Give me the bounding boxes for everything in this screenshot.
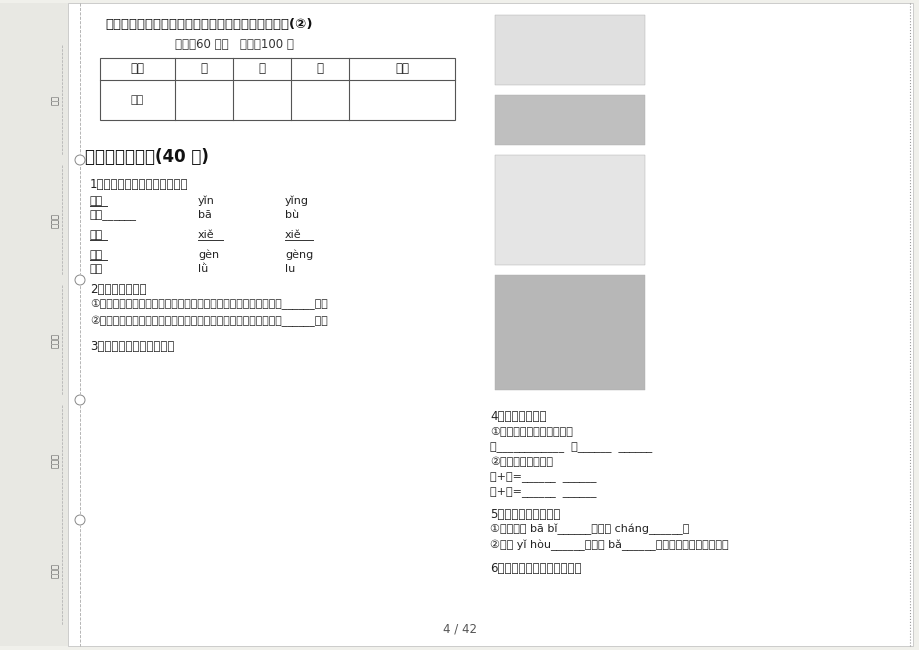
Text: 号：: 号： xyxy=(51,95,60,105)
Text: xiě: xiě xyxy=(285,230,301,240)
Text: yǐn: yǐn xyxy=(198,196,215,207)
Bar xyxy=(0,3,68,646)
Text: 一、积累与运用(40 分): 一、积累与运用(40 分) xyxy=(85,148,209,166)
Text: 考场：: 考场： xyxy=(51,213,60,228)
Text: 2．按要求写字。: 2．按要求写字。 xyxy=(90,283,146,296)
Text: 6．看图，把句子补充完整。: 6．看图，把句子补充完整。 xyxy=(490,562,581,575)
Circle shape xyxy=(75,395,85,405)
Bar xyxy=(494,15,644,85)
Text: 一: 一 xyxy=(200,62,208,75)
Text: 门+口=______  ______: 门+口=______ ______ xyxy=(490,472,596,483)
Text: bù: bù xyxy=(285,210,299,220)
Bar xyxy=(494,155,644,265)
Text: ②在部编版一年级上册第六单元中，按从上到下规划书写的汉字有______等。: ②在部编版一年级上册第六单元中，按从上到下规划书写的汉字有______等。 xyxy=(90,316,327,327)
Text: 学校：: 学校： xyxy=(51,562,60,577)
Text: gèng: gèng xyxy=(285,250,312,261)
Text: xiě: xiě xyxy=(198,230,214,240)
Text: 4．汉字加减法。: 4．汉字加减法。 xyxy=(490,410,546,423)
Text: 才+巴=______  ______: 才+巴=______ ______ xyxy=(490,487,596,498)
Text: ②部件相加再组词。: ②部件相加再组词。 xyxy=(490,457,552,467)
Text: ①猴子的尾 bā bǐ______兔子的 cháng______！: ①猴子的尾 bā bǐ______兔子的 cháng______！ xyxy=(490,524,688,536)
Text: 时间：60 分钟   满分：100 分: 时间：60 分钟 满分：100 分 xyxy=(175,38,293,51)
Text: 姓名：: 姓名： xyxy=(51,333,60,348)
Text: 绿叶: 绿叶 xyxy=(90,264,103,274)
Text: bā: bā xyxy=(198,210,211,220)
Text: 二: 二 xyxy=(258,62,266,75)
Text: 班级：: 班级： xyxy=(51,452,60,467)
Bar xyxy=(494,275,644,390)
Circle shape xyxy=(75,515,85,525)
Text: lu: lu xyxy=(285,264,295,274)
Text: 更红: 更红 xyxy=(90,250,103,260)
Text: 3．看图，选择正确的读音: 3．看图，选择正确的读音 xyxy=(90,340,175,353)
Text: 总分: 总分 xyxy=(394,62,409,75)
Circle shape xyxy=(75,275,85,285)
Text: ①在部编版一年级上册第六单元中，按从左到右规划书写的汉字有______等。: ①在部编版一年级上册第六单元中，按从左到右规划书写的汉字有______等。 xyxy=(90,298,327,309)
Text: 得分: 得分 xyxy=(130,95,144,105)
Text: gèn: gèn xyxy=(198,250,219,261)
Bar xyxy=(100,58,455,120)
Text: lǜ: lǜ xyxy=(198,264,208,274)
Text: 三: 三 xyxy=(316,62,323,75)
Text: 1．给划线的字选择正确的读音: 1．给划线的字选择正确的读音 xyxy=(90,178,188,191)
Text: ①加一笔成新字，再组词。: ①加一笔成新字，再组词。 xyxy=(490,426,573,436)
Text: 一年级精选同步上学期小学语文六单元真题模拟试卷(②): 一年级精选同步上学期小学语文六单元真题模拟试卷(②) xyxy=(105,18,312,31)
Text: 4 / 42: 4 / 42 xyxy=(443,623,476,636)
Text: yǐng: yǐng xyxy=(285,196,309,207)
Text: 尾巴______: 尾巴______ xyxy=(90,210,137,221)
Circle shape xyxy=(75,155,85,165)
Text: 题号: 题号 xyxy=(130,62,144,75)
Text: 写诗: 写诗 xyxy=(90,230,103,240)
Bar xyxy=(494,95,644,145)
Text: 影子: 影子 xyxy=(90,196,103,206)
Text: 问____________  云______  ______: 问____________ 云______ ______ xyxy=(490,442,652,452)
Text: 5．读句子，写字词。: 5．读句子，写字词。 xyxy=(490,508,560,521)
Text: ②从今 yǐ hòu______，我会 bǎ______老师的话牢牢记在心里。: ②从今 yǐ hòu______，我会 bǎ______老师的话牢牢记在心里。 xyxy=(490,540,728,551)
